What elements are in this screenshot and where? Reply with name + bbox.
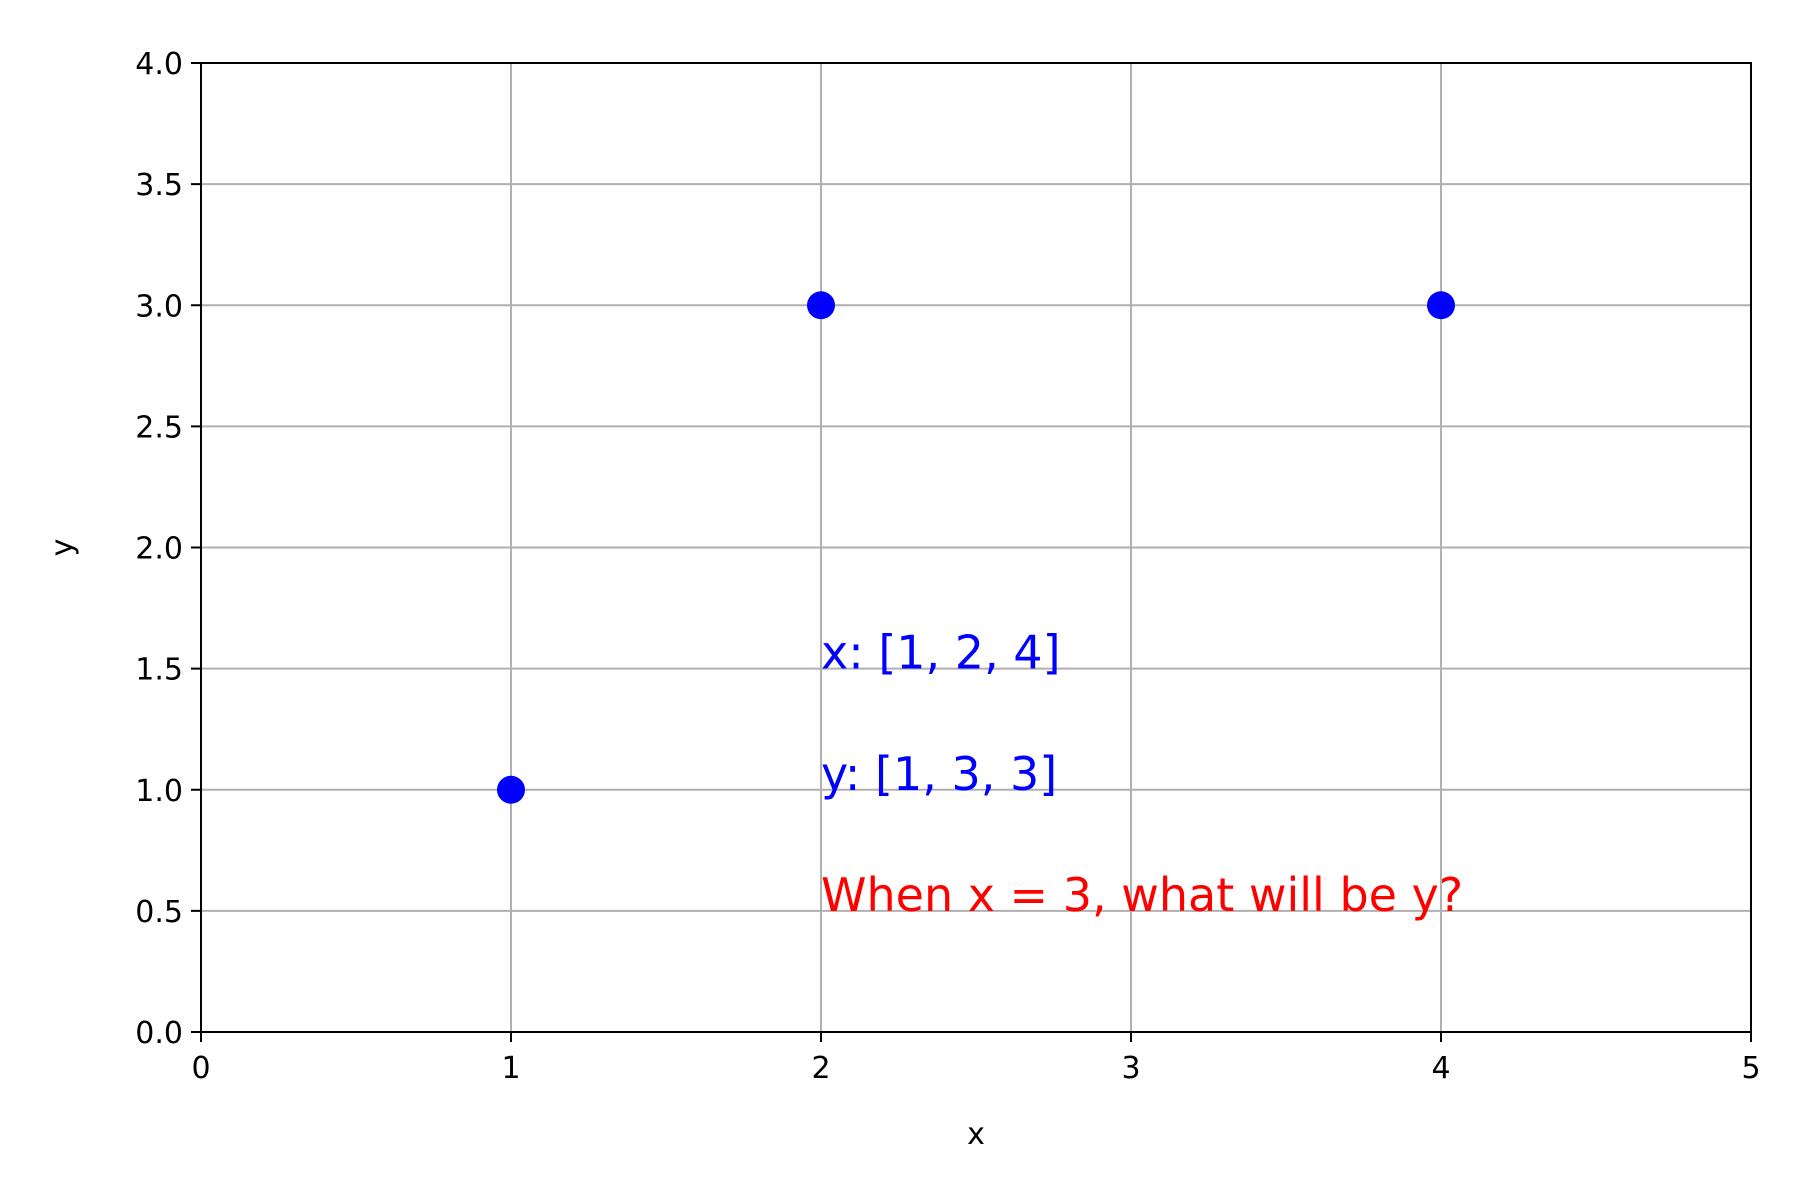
y-tick-label: 2.0 xyxy=(135,532,183,567)
x-tick-label: 3 xyxy=(1121,1051,1140,1086)
annotation-text: When x = 3, what will be y? xyxy=(821,868,1463,922)
y-tick-label: 2.5 xyxy=(135,410,183,445)
y-tick-label: 0.5 xyxy=(135,895,183,930)
y-tick-label: 4.0 xyxy=(135,47,183,82)
x-axis-label: x xyxy=(967,1117,985,1152)
data-point xyxy=(497,775,525,804)
annotation-text: x: [1, 2, 4] xyxy=(821,626,1061,680)
annotations: x: [1, 2, 4] y: [1, 3, 3] When x = 3, what… xyxy=(821,626,1463,922)
x-tick-label: 1 xyxy=(501,1051,520,1086)
y-tick-label: 3.0 xyxy=(135,289,183,324)
x-tick-label: 5 xyxy=(1741,1051,1760,1086)
data-points xyxy=(497,291,1455,804)
ticks: 0 1 2 3 4 5 0.0 0.5 1.0 1.5 2.0 2.5 3.0 3.5 4.0 xyxy=(135,47,1760,1086)
y-tick-label: 3.5 xyxy=(135,168,183,203)
y-tick-label: 1.0 xyxy=(135,774,183,809)
y-tick-label: 0.0 xyxy=(135,1016,183,1051)
x-tick-label: 2 xyxy=(811,1051,830,1086)
annotation-text: y: [1, 3, 3] xyxy=(821,747,1057,801)
y-tick-label: 1.5 xyxy=(135,653,183,688)
x-tick-label: 0 xyxy=(191,1051,210,1086)
data-point xyxy=(807,291,835,320)
x-tick-label: 4 xyxy=(1431,1051,1450,1086)
data-point xyxy=(1427,291,1455,320)
y-axis-label: y xyxy=(45,539,80,557)
